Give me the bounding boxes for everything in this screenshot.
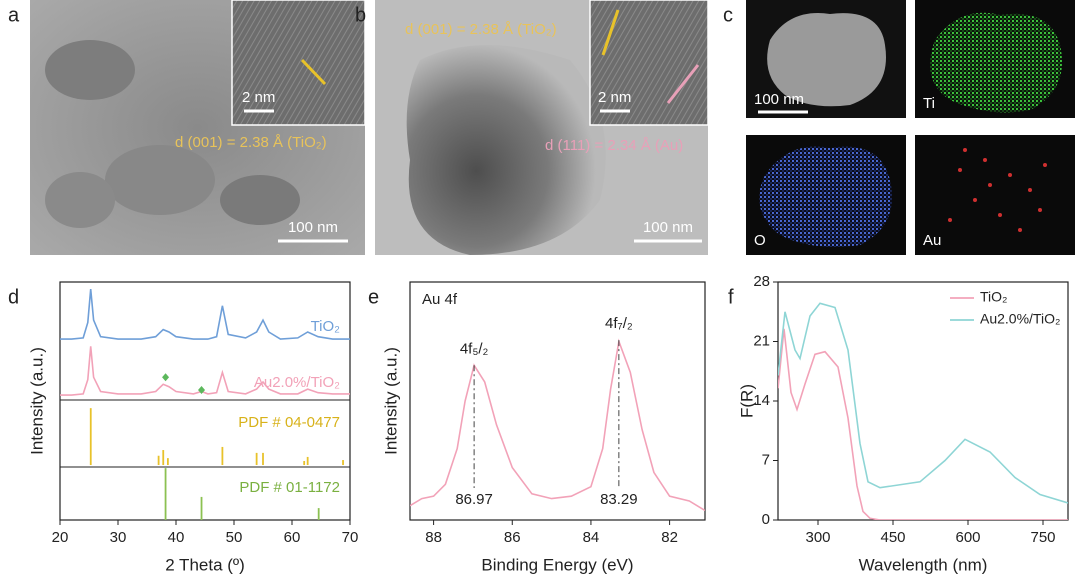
spectrum-title: Au 4f <box>422 291 458 308</box>
annotation: d (111) = 2.34 Å (Au) <box>545 137 683 154</box>
reference-label: PDF # 04-0477 <box>238 414 340 431</box>
x-axis-label: Wavelength (nm) <box>859 555 988 574</box>
peak-label: 4f₅/₂ <box>460 340 489 357</box>
x-tick-label: 750 <box>1030 529 1055 546</box>
peak-marker <box>198 386 206 395</box>
x-tick-label: 300 <box>805 529 830 546</box>
lattice-marker <box>666 64 700 104</box>
panel-label: f <box>728 286 734 308</box>
panel-label: c <box>723 4 733 26</box>
x-tick-label: 40 <box>168 529 185 546</box>
plot-frame <box>409 281 706 521</box>
eds-maps: 100 nm Ti O Au <box>746 0 1075 255</box>
legend-label: Au2.0%/TiO₂ <box>980 311 1060 327</box>
map-label: O <box>754 232 766 249</box>
peak-position: 86.97 <box>455 491 493 508</box>
y-tick-label: 21 <box>753 332 770 349</box>
peak-marker <box>162 373 170 382</box>
lattice-marker <box>300 58 327 86</box>
x-tick-label: 70 <box>342 529 359 546</box>
scale-label: 100 nm <box>288 219 338 236</box>
x-tick-label: 50 <box>226 529 243 546</box>
legend-label: TiO₂ <box>980 289 1007 305</box>
particle-cluster <box>767 13 886 107</box>
y-tick-label: 28 <box>753 273 770 290</box>
particle-cluster <box>406 45 606 255</box>
x-tick-label: 88 <box>425 529 442 546</box>
y-tick-label: 14 <box>753 392 770 409</box>
particle <box>220 175 300 225</box>
y-axis-label: Intensity (a.u.) <box>27 347 46 455</box>
series-line <box>60 289 350 340</box>
au-signal <box>948 148 1047 232</box>
tem-image-a: 2 nm d (001) = 2.38 Å (TiO₂) 100 nm <box>30 0 366 255</box>
x-tick-label: 60 <box>284 529 301 546</box>
x-axis-label: Binding Energy (eV) <box>481 555 633 574</box>
series-line <box>778 302 1068 504</box>
inset <box>589 0 709 126</box>
map-label: Au <box>923 232 941 249</box>
y-axis-label: F(R) <box>737 384 756 418</box>
x-tick-label: 20 <box>52 529 69 546</box>
x-tick-label: 86 <box>504 529 521 546</box>
scale-label: 2 nm <box>598 89 631 106</box>
lattice-marker <box>601 9 620 56</box>
particle <box>105 145 215 215</box>
inset <box>231 0 366 126</box>
panel-label: d <box>8 286 19 308</box>
panel-label: a <box>8 4 20 26</box>
particle <box>45 172 115 228</box>
x-axis-label: 2 Theta (º) <box>165 555 245 574</box>
reference-label: PDF # 01-1172 <box>239 479 340 496</box>
scale-label: 100 nm <box>643 219 693 236</box>
o-signal <box>759 146 892 248</box>
series-line <box>778 328 1068 520</box>
panel-label: b <box>355 4 366 26</box>
x-tick-label: 82 <box>661 529 678 546</box>
au-map <box>915 135 1075 255</box>
panel-label: e <box>368 286 379 308</box>
x-tick-label: 450 <box>880 529 905 546</box>
series-line <box>410 338 705 512</box>
annotation: d (001) = 2.38 Å (TiO₂) <box>175 134 327 151</box>
scale-label: 2 nm <box>242 89 275 106</box>
ti-signal <box>930 12 1062 113</box>
particle <box>45 40 135 100</box>
map-label: Ti <box>923 95 935 112</box>
plot-frame <box>59 281 351 521</box>
peak-label: 4f₇/₂ <box>605 315 633 332</box>
peak-position: 83.29 <box>600 491 638 508</box>
y-axis-label: Intensity (a.u.) <box>381 347 400 455</box>
x-tick-label: 30 <box>110 529 127 546</box>
series-label: Au2.0%/TiO₂ <box>254 374 340 391</box>
y-tick-label: 7 <box>762 451 770 468</box>
series-label: TiO₂ <box>311 318 341 335</box>
tem-image-b: 2 nm d (001) = 2.38 Å (TiO₂) d (111) = 2… <box>375 0 709 255</box>
y-tick-label: 0 <box>762 511 770 528</box>
scale-label: 100 nm <box>754 91 804 108</box>
x-tick-label: 600 <box>955 529 980 546</box>
annotation: d (001) = 2.38 Å (TiO₂) <box>405 21 557 38</box>
x-tick-label: 84 <box>583 529 600 546</box>
